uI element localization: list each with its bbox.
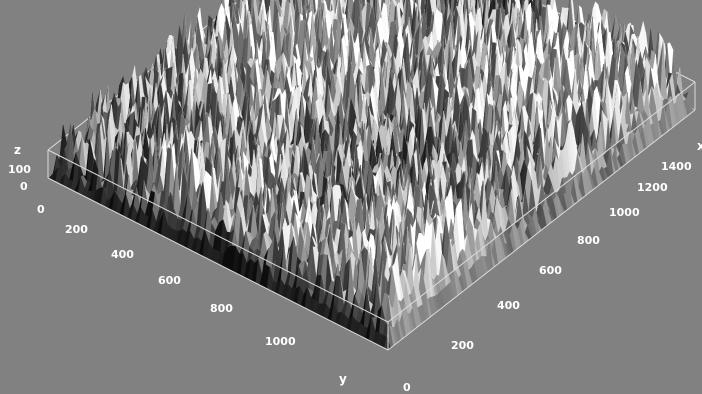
surface-mesh xyxy=(47,0,696,351)
surface-cell xyxy=(378,0,382,21)
